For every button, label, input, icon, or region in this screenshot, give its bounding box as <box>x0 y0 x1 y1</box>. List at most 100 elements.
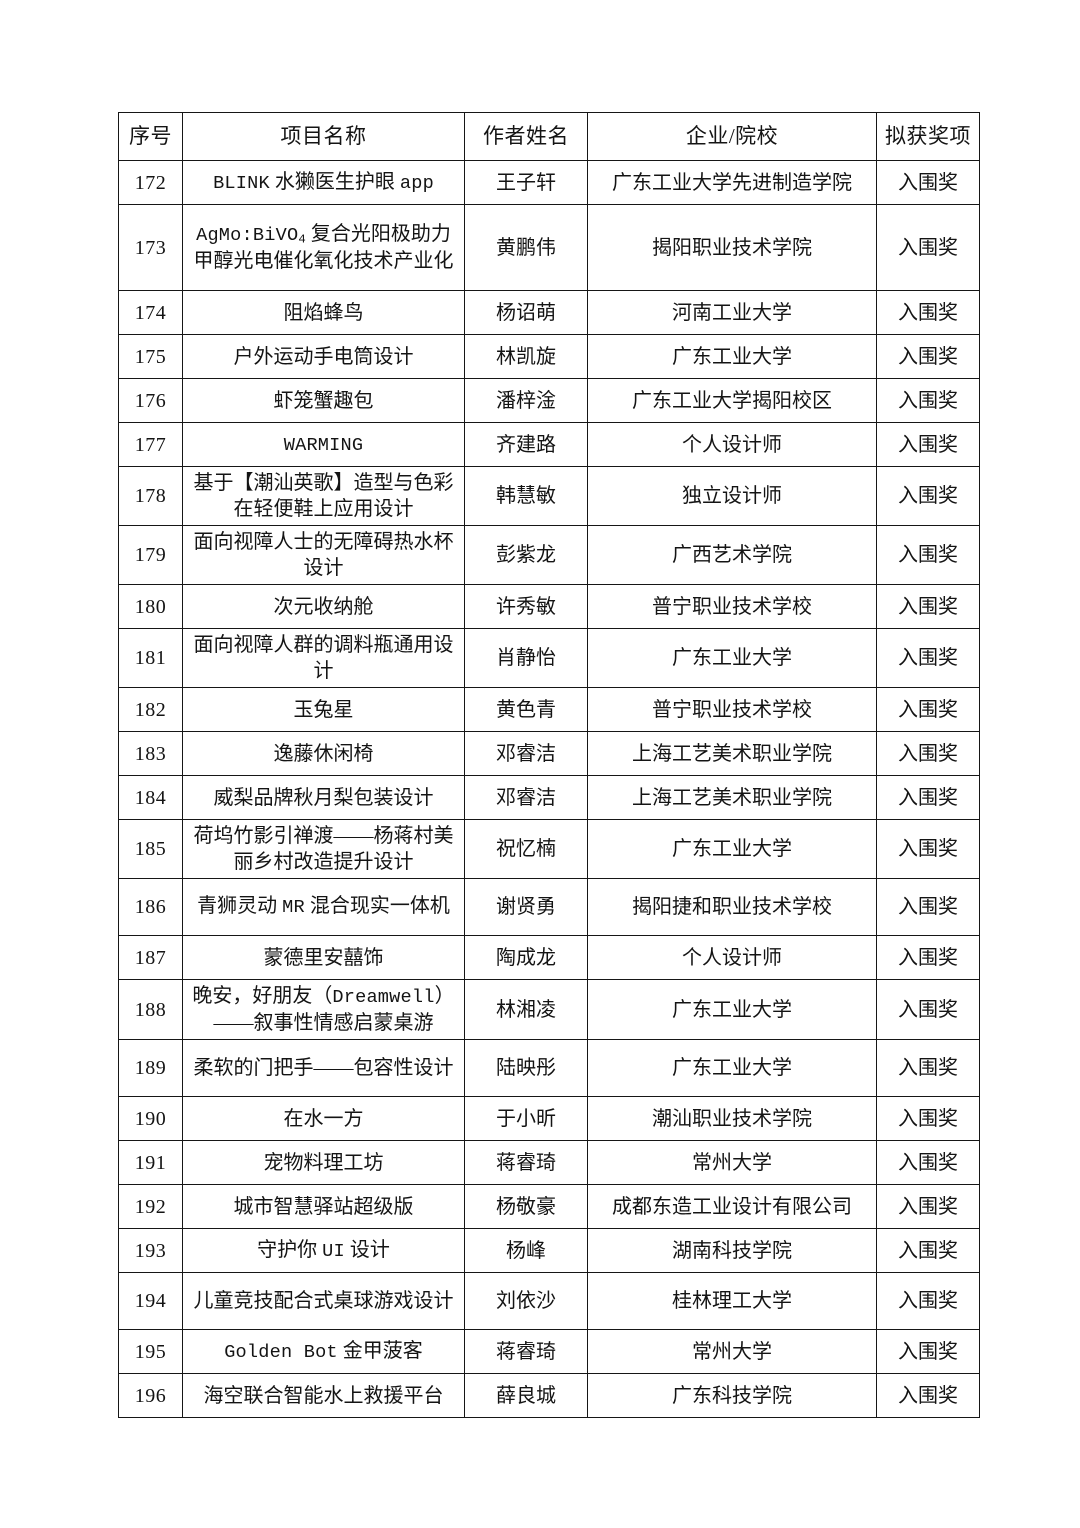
cell-organization: 普宁职业技术学校 <box>587 687 877 732</box>
cell-organization: 常州大学 <box>587 1140 877 1186</box>
cell-sequence-number: 188 <box>118 978 183 1041</box>
table-row: 176 虾笼蟹趣包 潘梓淦 广东工业大学揭阳校区 入围奖 <box>118 378 980 423</box>
cell-organization: 桂林理工大学 <box>587 1272 877 1331</box>
cell-author-name: 韩慧敏 <box>464 466 588 526</box>
table-body: 172 BLINK 水獭医生护眼 app 王子轩 广东工业大学先进制造学院 入围奖 173… <box>118 160 980 1419</box>
cell-project-title: 宠物料理工坊 <box>182 1140 465 1186</box>
table-row: 174 阻焰蜂鸟 杨诏萌 河南工业大学 入围奖 <box>118 290 980 335</box>
table-row: 191 宠物料理工坊 蒋睿琦 常州大学 入围奖 <box>118 1140 980 1186</box>
cell-project-title: 柔软的门把手——包容性设计 <box>182 1039 465 1098</box>
cell-award: 入围奖 <box>876 935 980 980</box>
document-page: 序号 项目名称 作者姓名 企业/院校 拟获奖项 172 BLINK 水獭医生护眼 … <box>118 112 980 1419</box>
cell-award: 入围奖 <box>876 978 980 1041</box>
cell-author-name: 蒋睿琦 <box>464 1329 588 1375</box>
cell-sequence-number: 184 <box>118 775 183 820</box>
cell-award: 入围奖 <box>876 1096 980 1142</box>
cell-author-name: 王子轩 <box>464 160 588 205</box>
cell-sequence-number: 192 <box>118 1184 183 1230</box>
cell-award: 入围奖 <box>876 466 980 526</box>
column-header-seq: 序号 <box>118 112 183 161</box>
cell-project-title: 青狮灵动 MR 混合现实一体机 <box>182 878 465 936</box>
cell-organization: 普宁职业技术学校 <box>587 584 877 629</box>
cell-sequence-number: 182 <box>118 687 183 732</box>
cell-author-name: 邓睿洁 <box>464 731 588 776</box>
cell-organization: 湖南科技学院 <box>587 1228 877 1274</box>
cell-author-name: 祝忆楠 <box>464 819 588 879</box>
cell-award: 入围奖 <box>876 334 980 379</box>
cell-project-title: 在水一方 <box>182 1096 465 1142</box>
cell-award: 入围奖 <box>876 1184 980 1230</box>
cell-project-title: WARMING <box>182 422 465 467</box>
cell-sequence-number: 172 <box>118 160 183 205</box>
cell-sequence-number: 178 <box>118 466 183 526</box>
cell-project-title: 阻焰蜂鸟 <box>182 290 465 335</box>
table-row: 194 儿童竞技配合式桌球游戏设计 刘依沙 桂林理工大学 入围奖 <box>118 1272 980 1331</box>
cell-project-title: BLINK 水獭医生护眼 app <box>182 160 465 205</box>
cell-project-title: 虾笼蟹趣包 <box>182 378 465 423</box>
cell-award: 入围奖 <box>876 204 980 291</box>
table-row: 181 面向视障人群的调料瓶通用设计 肖静怡 广东工业大学 入围奖 <box>118 628 980 688</box>
cell-sequence-number: 190 <box>118 1096 183 1142</box>
table-row: 190 在水一方 于小昕 潮汕职业技术学院 入围奖 <box>118 1096 980 1142</box>
cell-author-name: 薛良城 <box>464 1373 588 1419</box>
table-row: 185 荷坞竹影引禅渡——杨蒋村美丽乡村改造提升设计 祝忆楠 广东工业大学 入围奖 <box>118 819 980 879</box>
cell-author-name: 陶成龙 <box>464 935 588 980</box>
table-row: 192 城市智慧驿站超级版 杨敬豪 成都东造工业设计有限公司 入围奖 <box>118 1184 980 1230</box>
cell-author-name: 于小昕 <box>464 1096 588 1142</box>
cell-sequence-number: 181 <box>118 628 183 688</box>
cell-project-title: 玉兔星 <box>182 687 465 732</box>
cell-author-name: 肖静怡 <box>464 628 588 688</box>
cell-organization: 广东工业大学先进制造学院 <box>587 160 877 205</box>
column-header-title: 项目名称 <box>182 112 465 161</box>
cell-sequence-number: 179 <box>118 525 183 585</box>
cell-award: 入围奖 <box>876 422 980 467</box>
cell-organization: 广东工业大学揭阳校区 <box>587 378 877 423</box>
cell-organization: 揭阳职业技术学院 <box>587 204 877 291</box>
cell-author-name: 谢贤勇 <box>464 878 588 936</box>
cell-award: 入围奖 <box>876 1272 980 1331</box>
cell-project-title: 城市智慧驿站超级版 <box>182 1184 465 1230</box>
cell-author-name: 杨诏萌 <box>464 290 588 335</box>
cell-sequence-number: 186 <box>118 878 183 936</box>
table-header: 序号 项目名称 作者姓名 企业/院校 拟获奖项 <box>118 112 980 161</box>
cell-award: 入围奖 <box>876 1039 980 1098</box>
cell-project-title: 面向视障人群的调料瓶通用设计 <box>182 628 465 688</box>
cell-author-name: 林凯旋 <box>464 334 588 379</box>
table-row: 179 面向视障人士的无障碍热水杯设计 彭紫龙 广西艺术学院 入围奖 <box>118 525 980 585</box>
table-row: 195 Golden Bot 金甲菠客 蒋睿琦 常州大学 入围奖 <box>118 1329 980 1375</box>
cell-award: 入围奖 <box>876 584 980 629</box>
cell-project-title: 次元收纳舱 <box>182 584 465 629</box>
table-row: 172 BLINK 水獭医生护眼 app 王子轩 广东工业大学先进制造学院 入围奖 <box>118 160 980 205</box>
cell-award: 入围奖 <box>876 290 980 335</box>
cell-sequence-number: 173 <box>118 204 183 291</box>
table-row: 177 WARMING 齐建路 个人设计师 入围奖 <box>118 422 980 467</box>
cell-project-title: 荷坞竹影引禅渡——杨蒋村美丽乡村改造提升设计 <box>182 819 465 879</box>
cell-award: 入围奖 <box>876 687 980 732</box>
cell-author-name: 刘依沙 <box>464 1272 588 1331</box>
column-header-award: 拟获奖项 <box>876 112 980 161</box>
column-header-org: 企业/院校 <box>587 112 877 161</box>
cell-organization: 上海工艺美术职业学院 <box>587 775 877 820</box>
table-row: 178 基于【潮汕英歌】造型与色彩在轻便鞋上应用设计 韩慧敏 独立设计师 入围奖 <box>118 466 980 526</box>
cell-sequence-number: 183 <box>118 731 183 776</box>
cell-sequence-number: 189 <box>118 1039 183 1098</box>
cell-author-name: 彭紫龙 <box>464 525 588 585</box>
cell-award: 入围奖 <box>876 1228 980 1274</box>
table-header-row: 序号 项目名称 作者姓名 企业/院校 拟获奖项 <box>118 112 980 161</box>
cell-project-title: 儿童竞技配合式桌球游戏设计 <box>182 1272 465 1331</box>
table-row: 173 AgMo:BiVO4 复合光阳极助力甲醇光电催化氧化技术产业化 黄鹏伟 揭阳职… <box>118 204 980 291</box>
table-row: 183 逸藤休闲椅 邓睿洁 上海工艺美术职业学院 入围奖 <box>118 731 980 776</box>
cell-organization: 广东工业大学 <box>587 628 877 688</box>
cell-organization: 个人设计师 <box>587 935 877 980</box>
table-row: 186 青狮灵动 MR 混合现实一体机 谢贤勇 揭阳捷和职业技术学校 入围奖 <box>118 878 980 936</box>
cell-award: 入围奖 <box>876 731 980 776</box>
cell-award: 入围奖 <box>876 775 980 820</box>
cell-award: 入围奖 <box>876 160 980 205</box>
cell-sequence-number: 180 <box>118 584 183 629</box>
cell-award: 入围奖 <box>876 819 980 879</box>
table-row: 193 守护你 UI 设计 杨峰 湖南科技学院 入围奖 <box>118 1228 980 1274</box>
cell-project-title: 海空联合智能水上救援平台 <box>182 1373 465 1419</box>
cell-sequence-number: 177 <box>118 422 183 467</box>
table-row: 182 玉兔星 黄色青 普宁职业技术学校 入围奖 <box>118 687 980 732</box>
cell-award: 入围奖 <box>876 628 980 688</box>
